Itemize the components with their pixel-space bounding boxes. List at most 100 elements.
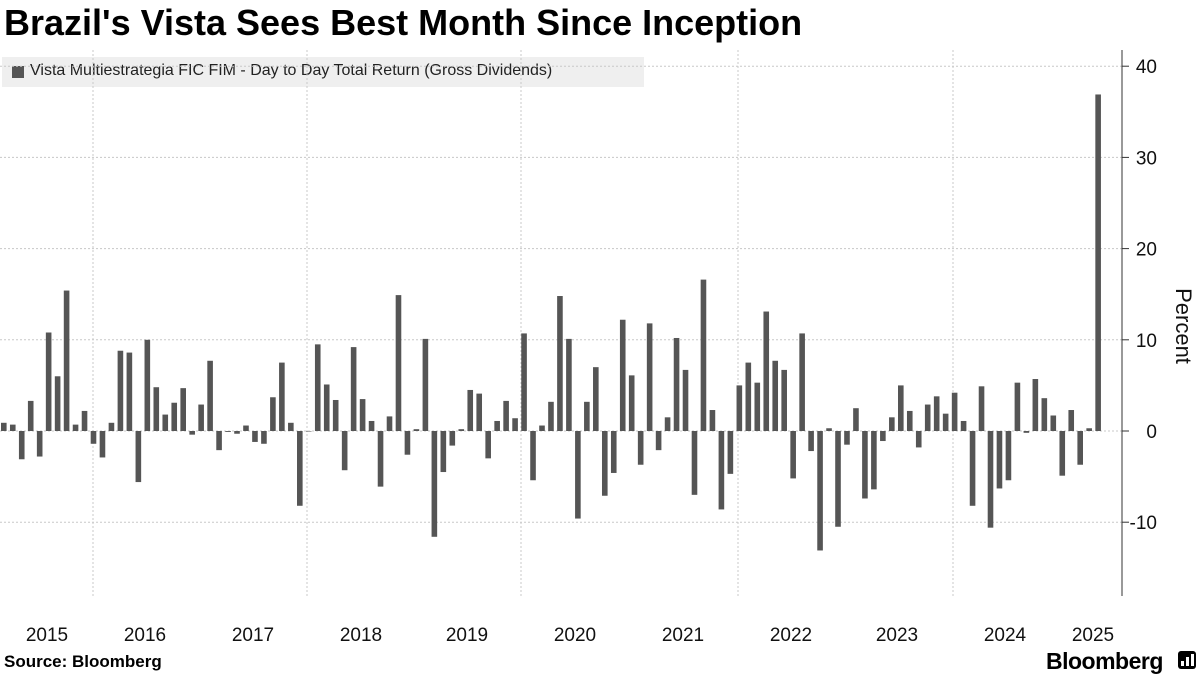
bar [359,399,366,431]
bar [718,431,725,510]
bar [826,428,832,431]
bar [610,431,617,473]
bar [924,404,931,431]
bar [530,431,536,481]
bar [772,360,779,431]
x-tick-label: 2024 [984,625,1027,646]
bar [646,323,653,431]
brand-logo-text: Bloomberg [1046,648,1163,674]
bar [323,384,330,431]
bar [108,422,115,431]
bar [54,376,61,431]
bar [72,424,79,431]
bar [951,392,958,431]
bar [655,431,662,451]
bar [1077,431,1083,465]
bar [871,431,877,490]
bar [81,410,88,431]
bar [933,396,940,431]
bar [548,401,554,431]
bar [386,416,393,431]
bar [252,431,258,442]
bar [314,344,321,431]
bar [18,431,25,460]
bar [1032,379,1039,431]
bar [1014,382,1021,431]
bar [512,418,518,431]
bar [27,400,34,431]
bar [763,311,770,431]
bar [781,369,787,431]
bar [117,350,124,431]
bar [341,431,348,471]
x-tick-label: 2019 [446,625,488,646]
bar [395,295,402,431]
bar [682,369,689,431]
bar [700,279,707,431]
bar [270,397,276,431]
bar [808,431,814,452]
bar [297,431,303,506]
bar [619,319,626,431]
y-tick-label: 20 [1136,240,1157,261]
bar [135,431,142,483]
bar [915,431,922,448]
bar [799,333,805,431]
bar [736,385,743,431]
bar [664,417,671,431]
bar [216,431,222,451]
bar [126,352,133,431]
bar [225,431,231,432]
bar [99,431,106,458]
bar [198,404,204,431]
bar [449,431,456,446]
bar [377,431,384,487]
bar [601,431,608,496]
bar [36,431,43,457]
bars [1,94,1101,551]
x-tick-label: 2016 [124,625,166,646]
source-note: Source: Bloomberg [4,652,162,671]
bar [942,413,949,431]
y-tick-label: 30 [1136,148,1157,169]
chart-title: Brazil's Vista Sees Best Month Since Inc… [4,2,803,43]
bar [431,431,438,537]
x-tick-label: 2017 [232,625,274,646]
bar [305,431,312,432]
legend-swatch [12,66,24,78]
bar [844,431,850,445]
bar [754,382,761,431]
x-tick-label: 2025 [1072,625,1114,646]
bar [162,414,169,431]
bar [960,420,967,431]
bar [673,337,680,431]
bar [9,424,16,431]
bar [45,332,52,431]
bar [63,290,70,431]
y-tick-label: 0 [1146,422,1157,443]
bar [1068,410,1075,431]
bar [709,410,716,431]
y-axis-label: Percent [1171,288,1196,364]
bar [1050,415,1057,431]
x-tick-label: 2015 [26,625,68,646]
bar [1095,94,1101,431]
bar [234,431,240,434]
bar [969,431,976,506]
bar [566,338,572,431]
bar [996,431,1003,489]
bar [189,431,195,435]
bar [727,431,734,474]
bar [485,431,491,459]
bar [978,386,985,431]
y-tick-label: 40 [1136,57,1157,78]
bar [279,362,285,431]
bar [440,431,447,473]
x-tick-label: 2023 [876,625,918,646]
bar [1,422,7,431]
bar [261,431,267,444]
bar [862,431,868,499]
bar [494,420,500,431]
y-tick-label: 10 [1136,331,1157,352]
